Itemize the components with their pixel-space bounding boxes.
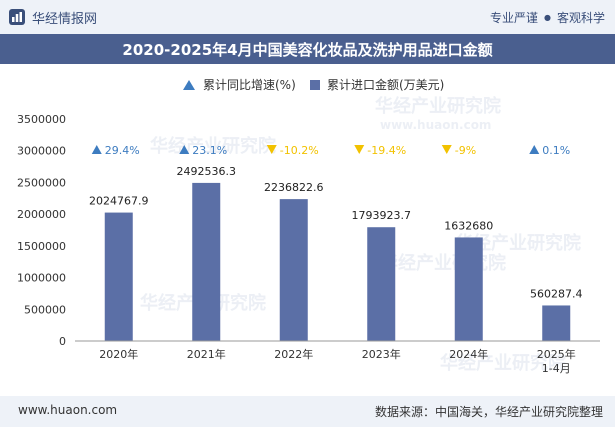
bar (542, 305, 571, 341)
footer-url[interactable]: www.huaon.com (18, 403, 118, 417)
bar-value-label: 560287.4 (530, 287, 583, 300)
growth-value-label: 0.1% (542, 144, 570, 157)
growth-value-label: 23.1% (192, 144, 227, 157)
watermark-text: 华经产业研究院 (455, 232, 581, 254)
y-axis: 0 500000 1000000 1500000 2000000 2500000 30000… (17, 113, 66, 348)
bar (104, 212, 133, 341)
legend-amount-label: 累计进口金额(万美元) (327, 77, 444, 92)
watermark-text: 华经产业研究院 (440, 352, 566, 374)
growth-down-icon (266, 145, 277, 154)
watermark-text: 华经产业研究院 (380, 252, 506, 274)
footer-source: 数据来源：中国海关，华经产业研究院整理 (374, 405, 603, 419)
tagline: 专业严谨 ● 客观科学 (490, 9, 605, 26)
y-tick-label: 500000 (24, 303, 66, 316)
footer: www.huaon.com 数据来源：中国海关，华经产业研究院整理 (0, 396, 615, 427)
tagline-right: 客观科学 (556, 11, 605, 25)
y-tick-label: 1500000 (17, 240, 66, 253)
bar-value-label: 1793923.7 (352, 209, 412, 222)
bars: 2024767.9 29.4% 2492536.3 23.1% 2236822.6 -10… (89, 144, 583, 341)
y-tick-label: 0 (59, 335, 66, 348)
top-bar: 华经情报网 专业严谨 ● 客观科学 (0, 0, 615, 34)
y-tick-label: 1000000 (17, 272, 66, 285)
x-tick-label: 2025年 (537, 347, 576, 361)
watermark-text: 华经产业研究院 (375, 95, 501, 117)
brand[interactable]: 华经情报网 (8, 7, 97, 27)
watermark-text: www.huaon.com (380, 118, 491, 132)
legend-growth-label: 累计同比增速(%) (203, 78, 296, 92)
brand-logo-icon (9, 9, 25, 25)
y-tick-label: 2000000 (17, 208, 66, 221)
x-tick-label: 1-4月 (542, 362, 571, 375)
tagline-left: 专业严谨 (489, 11, 538, 25)
y-tick-label: 3000000 (17, 145, 66, 158)
x-tick-label: 2023年 (362, 347, 401, 361)
bar (279, 199, 308, 341)
bar (454, 237, 483, 341)
legend-amount-icon (310, 80, 320, 90)
growth-up-icon (179, 145, 190, 154)
bar (192, 182, 221, 341)
bar-value-label: 1632680 (444, 219, 493, 232)
growth-down-icon (354, 145, 365, 154)
chart-title-bar: 2020-2025年4月中国美容化妆品及洗护用品进口金额 (0, 34, 615, 64)
bar-value-label: 2236822.6 (264, 181, 324, 194)
x-tick-label: 2024年 (449, 347, 488, 361)
tagline-dot-icon: ● (544, 13, 551, 22)
legend-growth-icon (183, 80, 195, 90)
growth-value-label: -19.4% (367, 144, 406, 157)
legend: 累计同比增速(%) 累计进口金额(万美元) (183, 77, 444, 92)
growth-down-icon (441, 145, 452, 154)
bar-value-label: 2024767.9 (89, 195, 149, 208)
y-tick-label: 2500000 (17, 176, 66, 189)
brand-name: 华经情报网 (32, 11, 98, 27)
x-tick-label: 2022年 (274, 347, 313, 361)
growth-value-label: -10.2% (280, 144, 319, 157)
bar-value-label: 2492536.3 (177, 165, 237, 178)
growth-value-label: -9% (455, 144, 476, 157)
chart-title: 2020-2025年4月中国美容化妆品及洗护用品进口金额 (122, 40, 493, 59)
growth-up-icon (529, 145, 540, 154)
x-tick-label: 2021年 (187, 347, 226, 361)
growth-value-label: 29.4% (105, 144, 140, 157)
chart: 华经产业研究院www.huaon.com华经产业研究院华经产业研究院华经产业研究… (17, 77, 600, 375)
x-tick-label: 2020年 (99, 347, 138, 361)
growth-up-icon (91, 145, 102, 154)
y-tick-label: 3500000 (17, 113, 66, 126)
bar (367, 227, 396, 341)
